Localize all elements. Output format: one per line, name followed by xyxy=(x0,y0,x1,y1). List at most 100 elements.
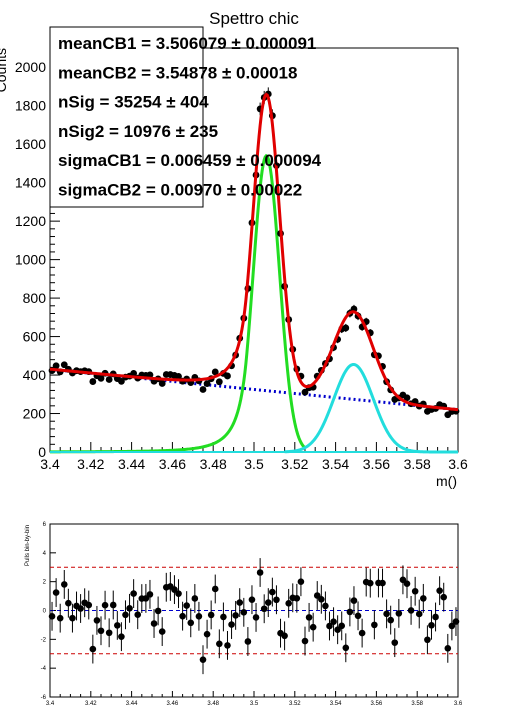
pull-point xyxy=(428,621,435,629)
pull-point xyxy=(318,596,325,603)
pull-point xyxy=(130,590,137,597)
pull-point xyxy=(203,630,211,638)
pull-point xyxy=(244,638,252,645)
y-tick-label: 1000 xyxy=(15,252,46,268)
pull-point xyxy=(432,613,439,621)
y-tick-label: 200 xyxy=(23,406,47,422)
data-point xyxy=(175,373,182,380)
pull-y-tick-label: 4 xyxy=(43,551,47,557)
pull-point xyxy=(358,629,366,637)
pull-point xyxy=(281,632,288,640)
pull-point xyxy=(354,612,362,620)
parameter-box xyxy=(49,26,204,208)
pull-point xyxy=(338,622,346,630)
pull-point xyxy=(191,595,199,602)
pull-point xyxy=(228,621,235,628)
top-panel: 3.4 3.42 3.44 3.46 3.48 3.5 3.52 3.54 3.56 3.58 3.… xyxy=(0,9,468,489)
pull-x-tick-label: 3.42 xyxy=(85,701,97,707)
pull-point xyxy=(150,620,158,627)
pull-point xyxy=(330,618,337,626)
pull-point xyxy=(383,610,390,618)
fit-parameter-nSig2: nSig2 = 10976 ± 235 xyxy=(58,122,218,141)
pull-point xyxy=(85,601,93,609)
pull-point xyxy=(109,601,117,609)
pull-point xyxy=(69,614,76,622)
x-tick-label: 3.52 xyxy=(281,456,308,472)
pull-point xyxy=(60,581,68,588)
data-point xyxy=(105,376,113,383)
fit-parameter-sigmaCB2: sigmaCB2 = 0.00970 ± 0.00022 xyxy=(58,181,302,200)
fit-parameter-nSig: nSig = 35254 ± 404 xyxy=(58,93,209,112)
pull-point xyxy=(415,610,423,618)
y-tick-label: 1400 xyxy=(15,175,46,191)
pull-point xyxy=(424,636,431,644)
pull-x-tick-label: 3.46 xyxy=(167,701,179,707)
pull-point xyxy=(183,602,190,609)
pull-point xyxy=(436,587,443,594)
pull-x-tick-label: 3.4 xyxy=(46,701,55,707)
data-point xyxy=(146,371,154,379)
fit-parameter-meanCB2: meanCB2 = 3.54878 ± 0.00018 xyxy=(58,63,297,82)
pull-panel: 3.4 3.42 3.44 3.46 3.48 3.5 3.52 3.54 3.56 3.58 3.… xyxy=(25,522,463,707)
pull-point xyxy=(89,645,97,653)
pull-x-tick-label: 3.44 xyxy=(126,701,138,707)
pull-point xyxy=(175,590,182,597)
data-point xyxy=(89,378,97,385)
pull-y-tick-label: -4 xyxy=(41,666,47,672)
pull-point xyxy=(366,579,374,587)
pull-point xyxy=(142,595,150,602)
pull-x-tick-label: 3.56 xyxy=(371,701,383,707)
pull-y-tick-label: 6 xyxy=(43,522,47,528)
x-tick-label: 3.4 xyxy=(40,456,60,472)
pull-point xyxy=(309,623,317,631)
pull-point xyxy=(420,595,427,602)
y-axis-label: Counts xyxy=(0,48,9,92)
x-tick-label: 3.46 xyxy=(159,456,186,472)
x-tick-label: 3.44 xyxy=(118,456,145,472)
pull-point xyxy=(260,605,268,613)
pull-y-axis-label: Pulls bin-by-bin xyxy=(25,525,31,566)
data-point xyxy=(301,388,309,396)
x-tick-label: 3.6 xyxy=(448,456,468,472)
pull-point xyxy=(395,610,403,617)
pull-x-tick-label: 3.54 xyxy=(330,701,342,707)
pull-point xyxy=(305,614,313,621)
pull-point xyxy=(387,616,394,624)
pull-x-tick-label: 3.52 xyxy=(289,701,301,707)
pull-point xyxy=(122,611,129,619)
x-tick-label: 3.5 xyxy=(244,456,264,472)
pull-point xyxy=(248,596,256,603)
data-point xyxy=(224,372,231,380)
pull-point xyxy=(65,599,72,607)
data-point xyxy=(52,362,60,370)
pull-point xyxy=(264,599,272,606)
data-point xyxy=(158,380,166,387)
pull-point xyxy=(118,633,125,640)
pull-point xyxy=(105,629,113,637)
pull-point xyxy=(301,637,309,645)
x-tick-label: 3.54 xyxy=(322,456,349,472)
pull-x-tick-label: 3.6 xyxy=(454,701,463,707)
pull-point xyxy=(448,622,456,630)
x-tick-label: 3.42 xyxy=(77,456,104,472)
pull-y-tick-label: 0 xyxy=(43,609,47,615)
fit-parameter-meanCB1: meanCB1 = 3.506079 ± 0.000091 xyxy=(58,34,316,53)
pull-point xyxy=(403,580,411,588)
pull-point xyxy=(207,611,215,619)
pull-point xyxy=(154,607,162,615)
pull-point xyxy=(179,612,186,620)
chart-title: Spettro chic xyxy=(209,9,299,28)
pull-point xyxy=(240,608,248,616)
pull-point xyxy=(346,608,354,616)
pull-point xyxy=(342,644,350,652)
pull-point xyxy=(407,607,415,614)
pull-point xyxy=(216,640,223,648)
data-point xyxy=(211,368,219,376)
pull-point xyxy=(199,656,207,663)
pull-point xyxy=(232,612,239,619)
y-tick-label: 800 xyxy=(23,290,47,306)
pull-point xyxy=(285,600,292,607)
pull-point xyxy=(371,621,378,629)
data-point xyxy=(60,361,68,369)
